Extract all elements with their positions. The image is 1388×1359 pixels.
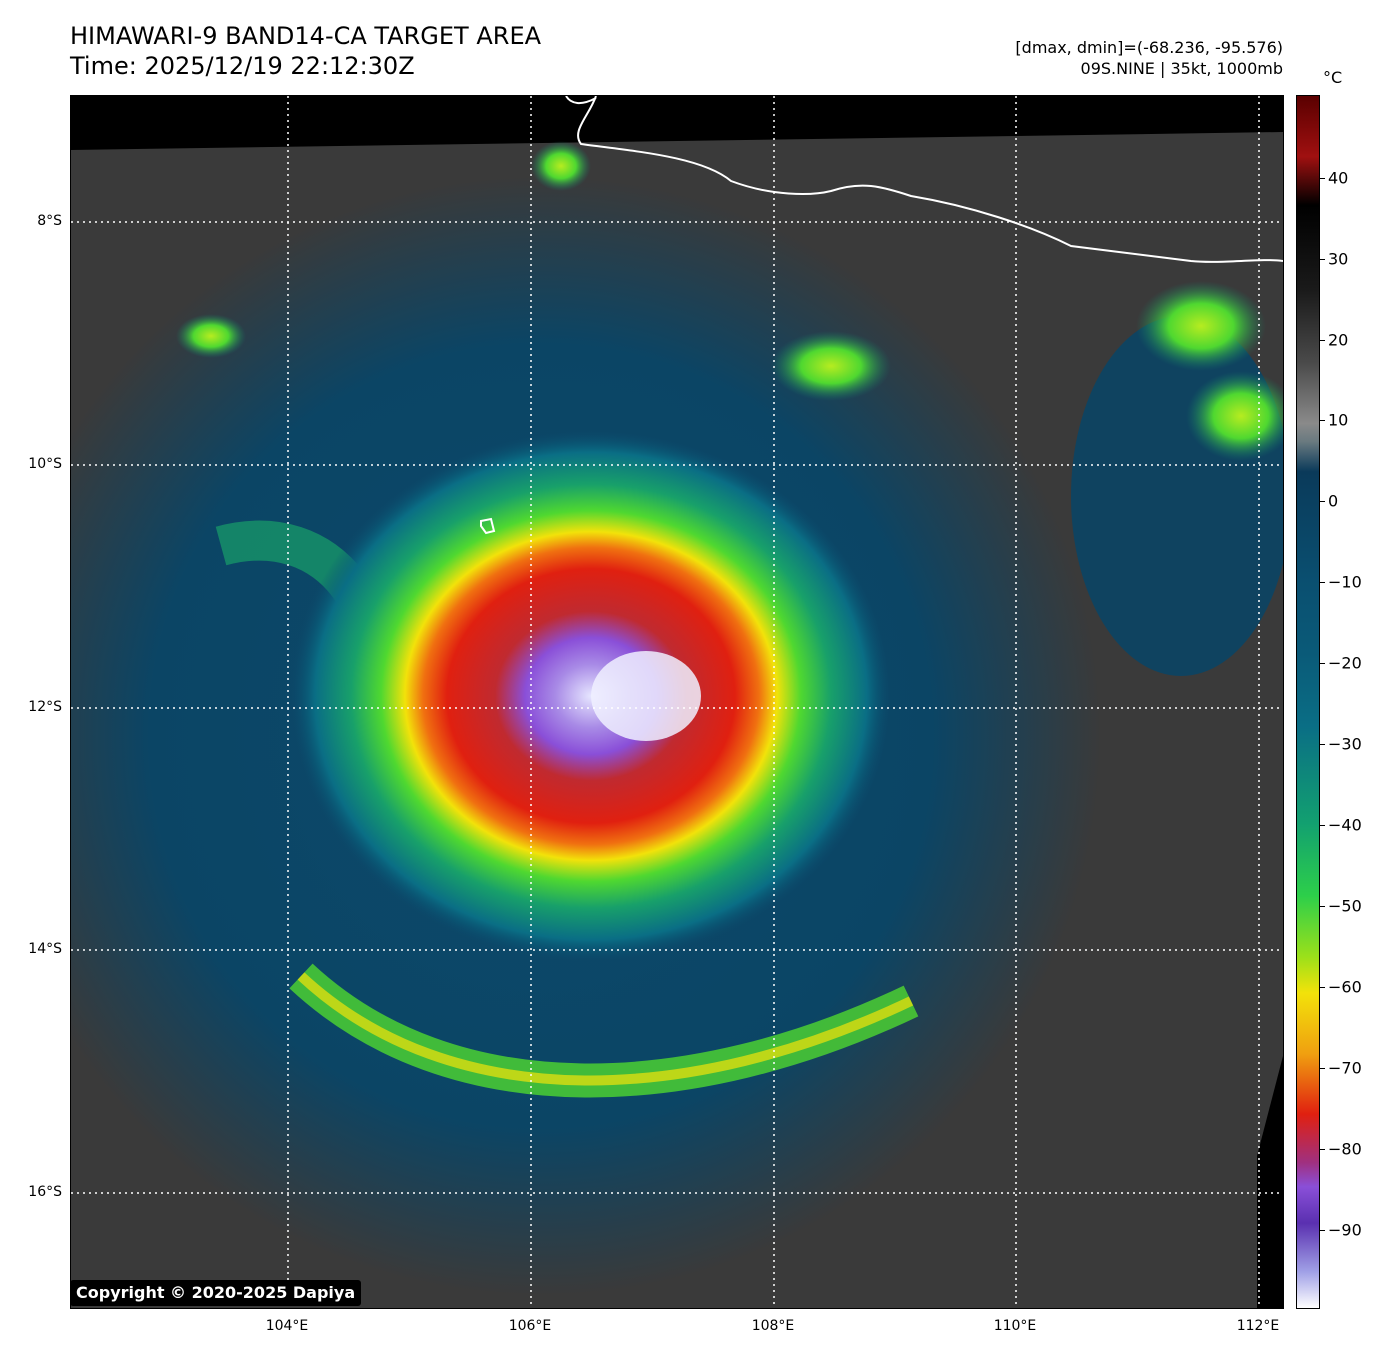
colorbar-label-10: 10 — [1328, 410, 1349, 430]
lon-label-104e: 104°E — [265, 1318, 309, 1334]
colorbar-label-minus60: −60 — [1328, 977, 1362, 997]
lon-label-110e: 110°E — [993, 1318, 1037, 1334]
colorbar-label-minus40: −40 — [1328, 815, 1362, 835]
lat-label-16s: 16°S — [28, 1184, 62, 1200]
lon-label-106e: 106°E — [508, 1318, 552, 1334]
colorbar-label-20: 20 — [1328, 330, 1349, 350]
data-range-text: [dmax, dmin]=(-68.236, -95.576) — [1015, 38, 1283, 57]
colorbar-label-40: 40 — [1328, 168, 1349, 188]
coastline-java — [565, 96, 1283, 263]
storm-info-text: 09S.NINE | 35kt, 1000mb — [1080, 59, 1283, 78]
map-time: Time: 2025/12/19 22:12:30Z — [70, 52, 415, 80]
coastline-island — [480, 517, 496, 535]
colorbar-label-minus80: −80 — [1328, 1139, 1362, 1159]
colorbar-label-0: 0 — [1328, 491, 1339, 511]
satellite-image — [70, 95, 1284, 1309]
lon-label-108e: 108°E — [751, 1318, 795, 1334]
colorbar-label-30: 30 — [1328, 249, 1349, 269]
no-data-strip — [71, 96, 1283, 150]
graticule — [71, 96, 1283, 1308]
lat-label-12s: 12°S — [28, 699, 62, 715]
copyright-badge: Copyright © 2020-2025 Dapiya — [70, 1280, 362, 1306]
lon-label-112e: 112°E — [1236, 1318, 1280, 1334]
no-data-edge — [1257, 1056, 1283, 1308]
colorbar-label-minus10: −10 — [1328, 572, 1362, 592]
colorbar-label-minus90: −90 — [1328, 1220, 1362, 1240]
colorbar — [1296, 95, 1320, 1309]
colorbar-label-minus50: −50 — [1328, 896, 1362, 916]
colorbar-unit: °C — [1323, 68, 1343, 87]
map-title: HIMAWARI-9 BAND14-CA TARGET AREA — [70, 22, 542, 50]
colorbar-label-minus70: −70 — [1328, 1058, 1362, 1078]
storm-coldest-top — [591, 651, 701, 741]
lat-label-8s: 8°S — [37, 213, 62, 229]
lat-label-14s: 14°S — [28, 941, 62, 957]
colorbar-label-minus30: −30 — [1328, 734, 1362, 754]
lat-label-10s: 10°S — [28, 456, 62, 472]
colorbar-label-minus20: −20 — [1328, 653, 1362, 673]
